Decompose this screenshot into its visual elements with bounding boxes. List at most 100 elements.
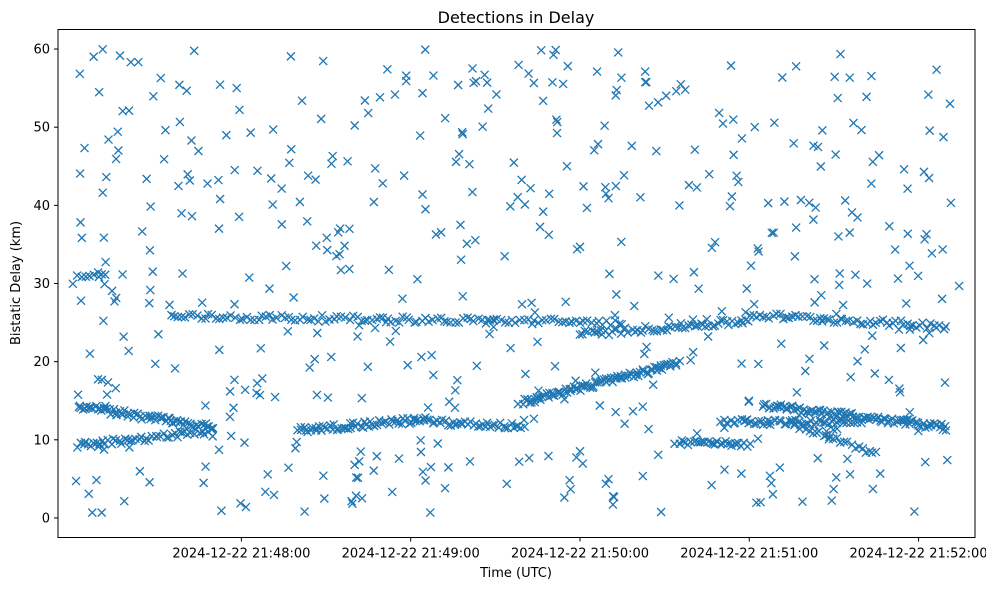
- clutter-point: [690, 145, 700, 155]
- clutter-point: [513, 399, 523, 409]
- clutter-point: [833, 231, 843, 241]
- clutter-point: [302, 216, 312, 226]
- clutter-point: [946, 198, 956, 208]
- clutter-point: [277, 184, 287, 194]
- clutter-point: [920, 457, 930, 467]
- clutter-point: [753, 243, 763, 253]
- clutter-point: [263, 469, 273, 479]
- track-point: [152, 432, 162, 442]
- track-point: [162, 432, 172, 442]
- clutter-point: [232, 83, 242, 93]
- clutter-point: [354, 320, 364, 330]
- clutter-point: [98, 316, 108, 326]
- clutter-point: [845, 228, 855, 238]
- clutter-point: [875, 469, 885, 479]
- clutter-point: [582, 203, 592, 213]
- clutter-point: [384, 265, 394, 275]
- clutter-point: [919, 167, 929, 177]
- clutter-point: [905, 325, 915, 334]
- track-point: [570, 384, 580, 394]
- track-point: [537, 315, 547, 325]
- clutter-point: [268, 200, 278, 210]
- clutter-point: [126, 57, 136, 67]
- clutter-point: [561, 297, 571, 307]
- track-point: [844, 316, 854, 326]
- clutter-point: [319, 494, 329, 503]
- clutter-point: [811, 203, 821, 213]
- clutter-point: [326, 159, 336, 169]
- clutter-point: [372, 451, 382, 461]
- track-point: [745, 439, 755, 449]
- track-point: [819, 417, 829, 427]
- clutter-point: [344, 264, 354, 274]
- track-point: [177, 427, 187, 437]
- clutter-point: [559, 493, 569, 502]
- clutter-point: [927, 248, 937, 258]
- clutter-point: [742, 284, 752, 294]
- track-point: [150, 415, 160, 425]
- clutter-point: [185, 176, 195, 185]
- clutter-point: [103, 377, 113, 387]
- track-point: [482, 418, 492, 428]
- clutter-point: [100, 401, 110, 411]
- clutter-point: [857, 418, 866, 428]
- clutter-point: [197, 298, 207, 308]
- track-point: [690, 321, 700, 331]
- clutter-point: [311, 175, 321, 185]
- clutter-point: [135, 466, 145, 476]
- clutter-point: [416, 352, 426, 362]
- clutter-point: [635, 192, 645, 202]
- clutter-point: [458, 129, 468, 139]
- clutter-point: [686, 355, 696, 365]
- clutter-point: [100, 279, 110, 289]
- clutter-point: [765, 471, 775, 481]
- clutter-point: [382, 64, 392, 74]
- clutter-point: [375, 92, 385, 102]
- clutter-point: [670, 439, 679, 449]
- clutter-point: [517, 299, 527, 309]
- clutter-point: [520, 369, 530, 379]
- clutter-point: [281, 261, 291, 271]
- clutter-point: [800, 366, 810, 376]
- clutter-point: [924, 173, 934, 183]
- clutter-point: [418, 467, 428, 477]
- clutter-point: [860, 344, 870, 354]
- clutter-point: [620, 419, 630, 429]
- clutter-point: [565, 475, 575, 485]
- clutter-point: [311, 241, 321, 251]
- track-point: [865, 316, 875, 326]
- clutter-point: [142, 174, 152, 184]
- clutter-point: [653, 271, 663, 281]
- clutter-point: [619, 170, 629, 180]
- track-point: [546, 314, 556, 324]
- track-point: [340, 313, 350, 322]
- track-point: [820, 418, 830, 428]
- track-point: [529, 315, 539, 325]
- track-point: [554, 317, 564, 327]
- track-point: [72, 442, 82, 452]
- clutter-point: [717, 306, 727, 316]
- clutter-point: [694, 284, 704, 294]
- clutter-point: [628, 406, 638, 416]
- clutter-point: [241, 502, 251, 512]
- clutter-point: [942, 455, 952, 465]
- clutter-point: [482, 78, 492, 88]
- clutter-point: [160, 125, 170, 135]
- clutter-point: [608, 491, 618, 501]
- clutter-point: [536, 45, 546, 55]
- clutter-point: [76, 296, 86, 306]
- y-tick-label: 20: [33, 355, 50, 370]
- track-point: [764, 313, 774, 323]
- clutter-point: [514, 457, 524, 467]
- clutter-point: [336, 265, 346, 275]
- clutter-point: [725, 201, 735, 211]
- clutter-point: [230, 165, 240, 175]
- clutter-point: [903, 415, 913, 425]
- clutter-point: [113, 127, 123, 137]
- clutter-point: [601, 479, 611, 489]
- clutter-point: [165, 300, 174, 310]
- clutter-point: [165, 413, 174, 423]
- track-point: [286, 315, 296, 325]
- track-point: [700, 322, 710, 332]
- clutter-point: [527, 298, 537, 308]
